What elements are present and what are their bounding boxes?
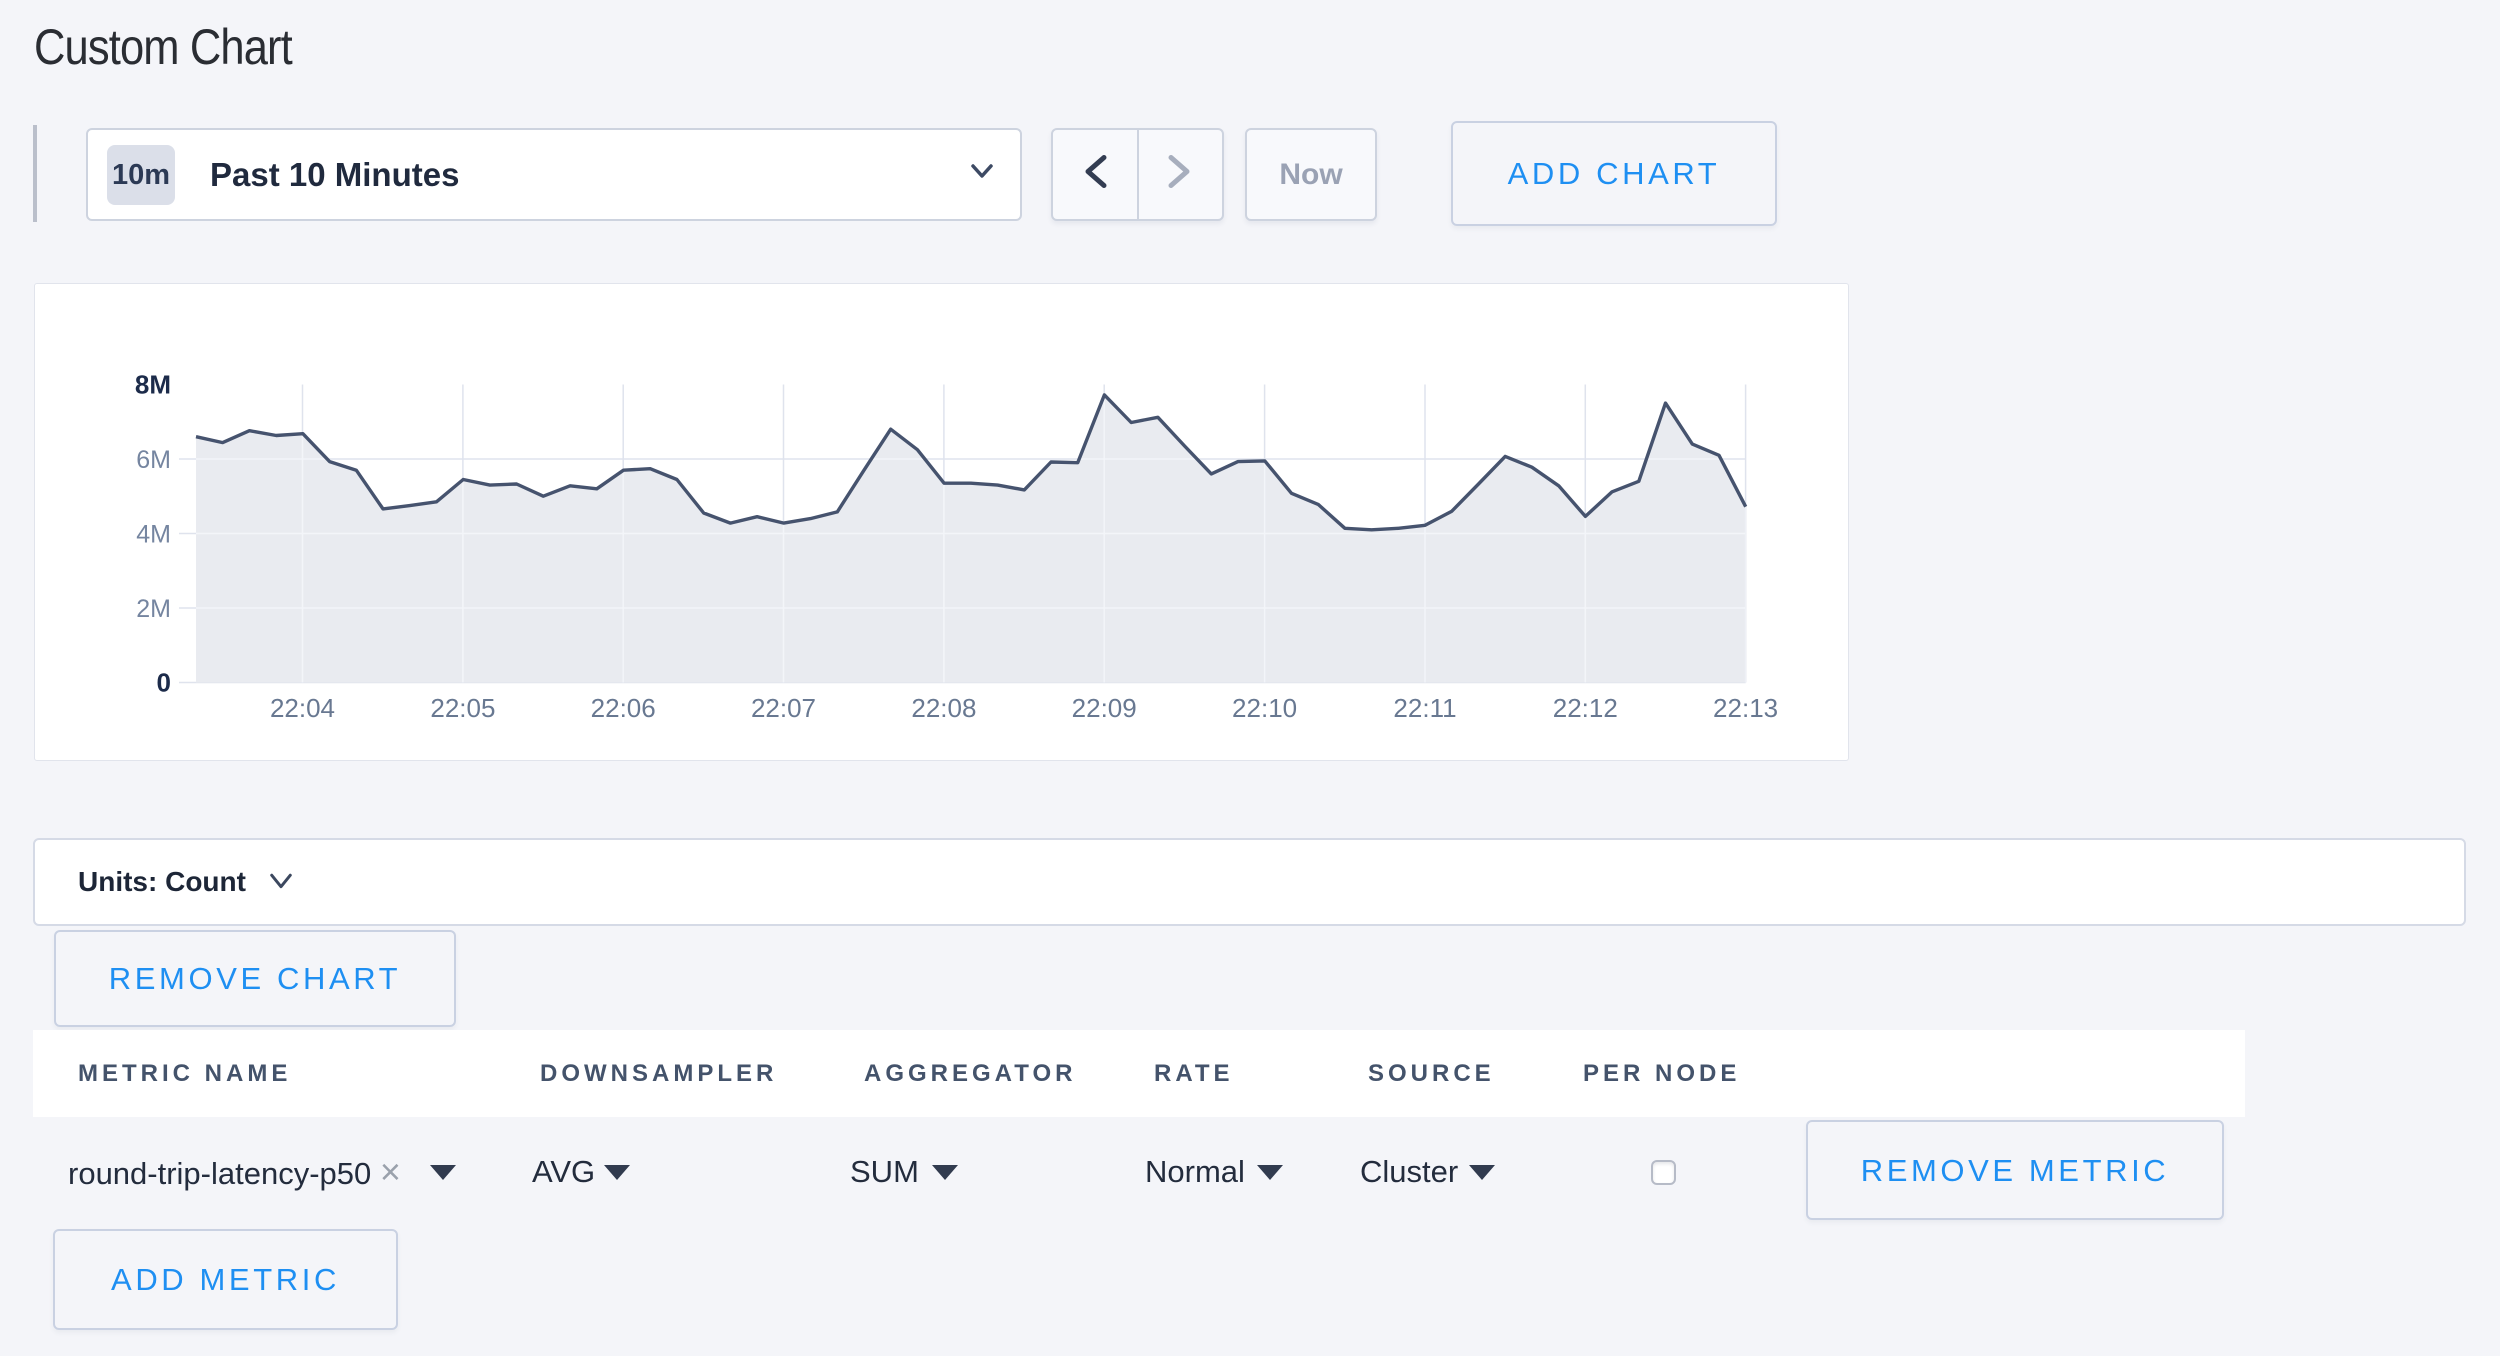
svg-text:22:04: 22:04 <box>270 693 335 723</box>
svg-text:2M: 2M <box>136 595 171 623</box>
svg-text:22:05: 22:05 <box>430 693 495 723</box>
svg-text:22:09: 22:09 <box>1072 693 1137 723</box>
svg-text:6M: 6M <box>136 446 171 474</box>
svg-text:0: 0 <box>157 668 171 698</box>
svg-text:22:08: 22:08 <box>911 693 976 723</box>
svg-text:22:07: 22:07 <box>751 693 816 723</box>
svg-text:22:13: 22:13 <box>1713 693 1778 723</box>
svg-text:22:10: 22:10 <box>1232 693 1297 723</box>
svg-text:22:11: 22:11 <box>1393 693 1456 723</box>
svg-text:22:06: 22:06 <box>591 693 656 723</box>
svg-text:22:12: 22:12 <box>1553 693 1618 723</box>
svg-text:8M: 8M <box>135 370 171 400</box>
svg-text:4M: 4M <box>136 520 171 548</box>
